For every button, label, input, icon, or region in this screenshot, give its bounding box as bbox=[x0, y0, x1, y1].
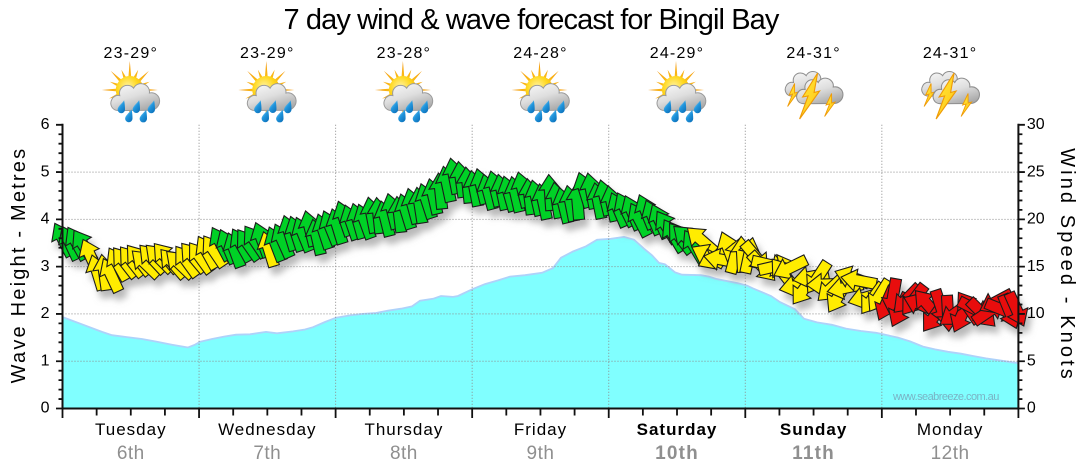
svg-text:24-29°: 24-29° bbox=[650, 45, 705, 62]
svg-text:0: 0 bbox=[1027, 400, 1036, 417]
svg-text:25: 25 bbox=[1027, 163, 1045, 180]
svg-text:11th: 11th bbox=[792, 443, 835, 464]
svg-text:Sunday: Sunday bbox=[780, 420, 847, 439]
svg-text:6: 6 bbox=[41, 116, 50, 133]
svg-text:2: 2 bbox=[41, 305, 50, 322]
svg-text:23-29°: 23-29° bbox=[104, 45, 159, 62]
svg-text:15: 15 bbox=[1027, 258, 1045, 275]
svg-text:Wednesday: Wednesday bbox=[218, 420, 316, 439]
svg-text:20: 20 bbox=[1027, 211, 1045, 228]
svg-text:24-31°: 24-31° bbox=[923, 45, 978, 62]
svg-text:23-28°: 23-28° bbox=[377, 45, 432, 62]
svg-text:30: 30 bbox=[1027, 116, 1045, 133]
svg-text:23-29°: 23-29° bbox=[240, 45, 295, 62]
svg-text:Wind Speed - Knots: Wind Speed - Knots bbox=[1056, 148, 1078, 382]
svg-text:24-28°: 24-28° bbox=[513, 45, 568, 62]
svg-text:0: 0 bbox=[41, 400, 50, 417]
svg-text:5: 5 bbox=[1027, 352, 1036, 369]
svg-text:8th: 8th bbox=[390, 443, 418, 464]
svg-text:Thursday: Thursday bbox=[364, 420, 443, 439]
svg-text:10th: 10th bbox=[655, 443, 699, 464]
svg-text:24-31°: 24-31° bbox=[786, 45, 841, 62]
svg-text:www.seabreeze.com.au: www.seabreeze.com.au bbox=[892, 391, 999, 403]
svg-text:9th: 9th bbox=[527, 443, 555, 464]
svg-text:10: 10 bbox=[1027, 305, 1045, 322]
svg-text:3: 3 bbox=[41, 258, 50, 275]
svg-text:12th: 12th bbox=[931, 443, 970, 464]
svg-text:4: 4 bbox=[41, 211, 50, 228]
svg-text:Tuesday: Tuesday bbox=[95, 420, 167, 439]
svg-text:7 day wind & wave forecast for: 7 day wind & wave forecast for Bingil Ba… bbox=[283, 4, 779, 36]
svg-text:Wave Height - Metres: Wave Height - Metres bbox=[8, 147, 30, 384]
svg-text:1: 1 bbox=[41, 352, 50, 369]
svg-text:Friday: Friday bbox=[514, 420, 567, 439]
svg-text:5: 5 bbox=[41, 163, 50, 180]
svg-text:Monday: Monday bbox=[917, 420, 983, 439]
svg-text:7th: 7th bbox=[253, 443, 281, 464]
svg-text:Saturday: Saturday bbox=[637, 420, 718, 439]
svg-text:6th: 6th bbox=[117, 443, 145, 464]
